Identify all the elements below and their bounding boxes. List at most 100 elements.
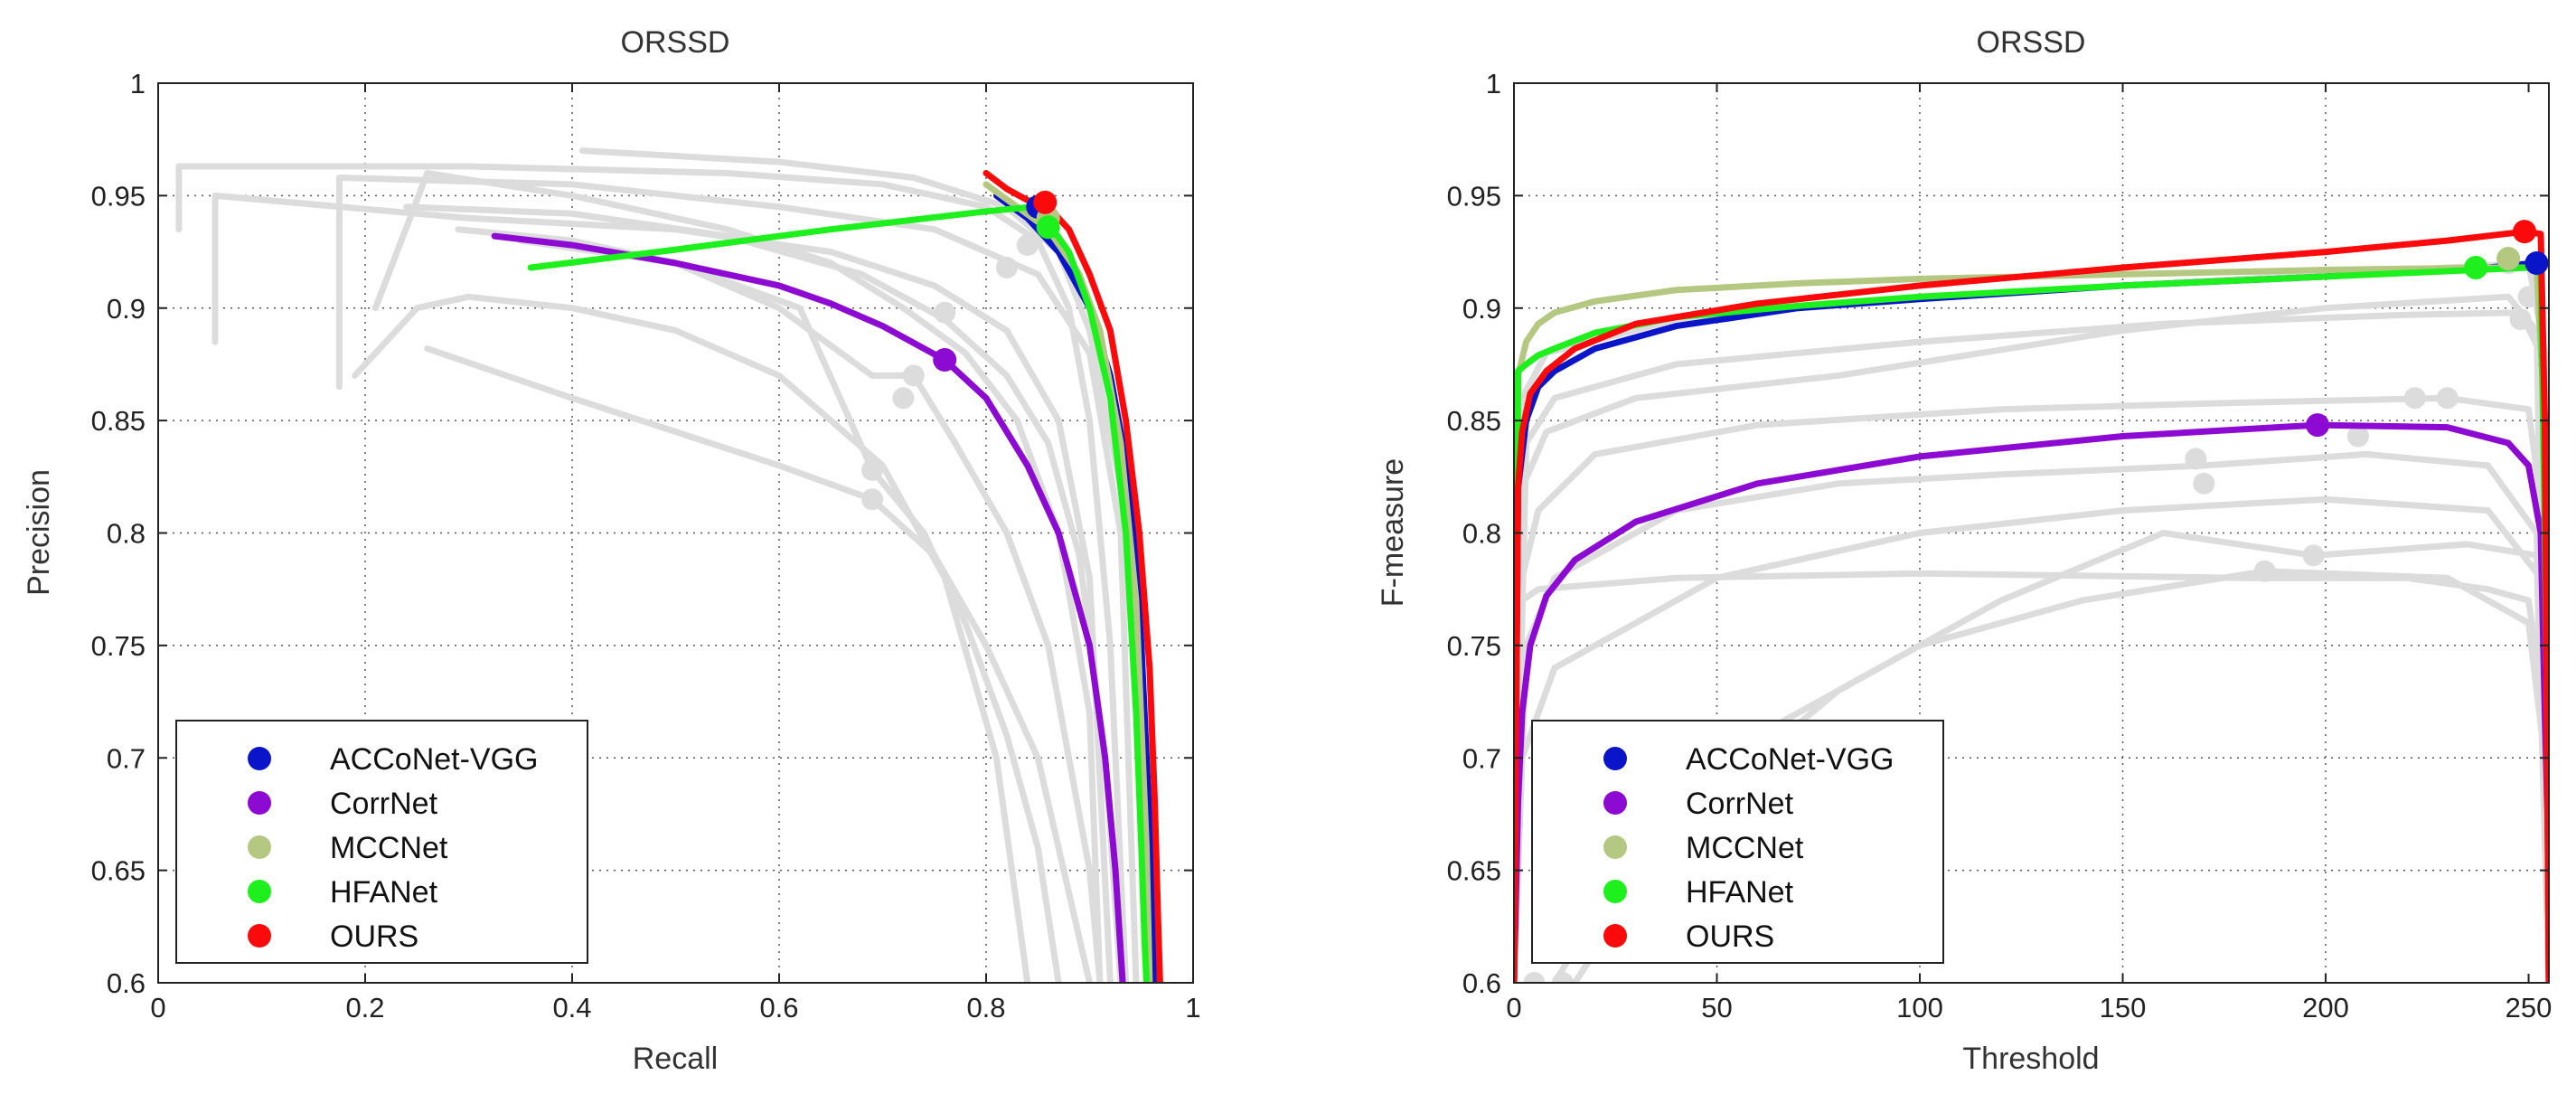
- legend-box: [175, 720, 588, 964]
- plot-area: [1514, 220, 2549, 983]
- y-tick-label: 1: [130, 68, 146, 99]
- y-tick-label: 0.65: [1447, 855, 1501, 887]
- y-tick-label: 1: [1486, 68, 1501, 99]
- background-series-marker: [2403, 387, 2426, 410]
- x-tick-label: 0.8: [966, 992, 1005, 1023]
- series-marker-acconet-vgg: [2524, 251, 2549, 275]
- background-series-marker: [1523, 972, 1546, 983]
- background-series-line: [175, 163, 1130, 983]
- y-axis-label: F-measure: [1376, 458, 1410, 607]
- background-series-line: [1514, 394, 2549, 983]
- legend-label: ACCoNet-VGG: [1686, 742, 1894, 777]
- background-series-marker: [2193, 472, 2215, 495]
- legend-label: HFANet: [330, 875, 438, 910]
- x-tick-label: 0.6: [759, 992, 798, 1023]
- y-tick-label: 0.95: [1447, 180, 1501, 212]
- y-tick-label: 0.85: [91, 405, 146, 437]
- y-tick-label: 0.85: [1447, 405, 1501, 437]
- y-tick-label: 0.8: [107, 518, 146, 550]
- background-series-line: [1514, 495, 2549, 983]
- background-series-marker: [2302, 544, 2325, 567]
- background-series-line: [517, 237, 1062, 983]
- x-tick-label: 0: [150, 992, 165, 1023]
- legend-marker: [1603, 835, 1627, 859]
- legend-marker: [248, 835, 271, 859]
- y-tick-label: 0.9: [1462, 293, 1501, 325]
- background-series-line: [335, 174, 1140, 983]
- y-tick-label: 0.7: [1462, 742, 1501, 774]
- legend-label: ACCoNet-VGG: [330, 742, 539, 777]
- series-marker-ours: [1033, 190, 1058, 214]
- legend: ACCoNet-VGG CorrNet MCCNet HFANet OURS: [1531, 720, 1944, 964]
- legend-label: CorrNet: [1686, 787, 1794, 821]
- y-tick-label: 0.6: [1462, 967, 1501, 999]
- x-tick-label: 0.4: [552, 992, 591, 1023]
- background-series-marker: [2346, 425, 2369, 448]
- background-series-marker: [861, 458, 884, 481]
- y-axis-label: Precision: [22, 469, 56, 596]
- background-series-marker: [2436, 387, 2458, 410]
- x-tick-label: 0.2: [345, 992, 384, 1023]
- background-series-line: [352, 293, 1031, 983]
- background-series-marker: [861, 488, 884, 511]
- x-tick-label: 150: [2100, 992, 2147, 1023]
- x-tick-label: 50: [1701, 992, 1732, 1023]
- background-series-line: [1514, 570, 2549, 983]
- series-line-hfanet: [527, 203, 1150, 983]
- series-marker-corrnet: [2306, 413, 2330, 438]
- y-tick-label: 0.75: [1447, 630, 1501, 662]
- legend-label: CorrNet: [330, 787, 438, 821]
- x-tick-label: 250: [2505, 992, 2552, 1023]
- y-tick-label: 0.8: [1462, 518, 1501, 550]
- x-tick-label: 200: [2302, 992, 2349, 1023]
- legend-marker: [1603, 747, 1627, 770]
- x-tick-label: 1: [1185, 992, 1200, 1023]
- legend-marker: [248, 924, 271, 948]
- legend-marker: [1603, 880, 1627, 903]
- x-tick-label: 0: [1506, 992, 1521, 1023]
- background-series-marker: [2253, 560, 2276, 582]
- legend-label: OURS: [1686, 920, 1774, 954]
- legend-label: MCCNet: [330, 831, 448, 865]
- background-series-marker: [2517, 286, 2540, 308]
- series-line-corrnet: [491, 232, 1126, 983]
- background-series-line: [1514, 309, 2549, 983]
- chart-title: ORSSD: [621, 25, 730, 60]
- legend-label: OURS: [330, 920, 418, 954]
- chart-title: ORSSD: [1977, 25, 2086, 60]
- legend-box: [1531, 720, 1944, 964]
- series-marker-mccnet: [2496, 247, 2521, 271]
- series-line-corrnet: [1514, 421, 2549, 983]
- series-line-ours: [982, 170, 1163, 983]
- legend-marker: [248, 880, 271, 903]
- x-tick-label: 100: [1896, 992, 1943, 1023]
- legend-label: HFANet: [1686, 875, 1794, 910]
- series-marker-hfanet: [2464, 255, 2488, 279]
- y-tick-label: 0.65: [91, 855, 146, 887]
- background-series-marker: [1016, 234, 1039, 257]
- legend-marker: [248, 747, 271, 770]
- legend-marker: [248, 791, 271, 815]
- precision-recall-chart: ORSSD Recall Precision 0 0.2 0.4 0.6 0.8 1 0.6…: [22, 25, 1201, 1076]
- background-series-marker: [2509, 308, 2532, 331]
- background-series-marker: [934, 301, 956, 324]
- x-axis-label: Recall: [633, 1042, 718, 1076]
- y-tick-label: 0.95: [91, 180, 146, 212]
- y-tick-label: 0.7: [107, 742, 146, 774]
- plot-area: [175, 147, 1163, 983]
- background-series-line: [371, 170, 1104, 983]
- series-marker-hfanet: [1036, 215, 1060, 240]
- series-marker-ours: [2513, 220, 2537, 244]
- legend-marker: [1603, 791, 1627, 815]
- background-series-marker: [1551, 972, 1574, 983]
- background-series-marker: [995, 256, 1018, 278]
- y-tick-label: 0.75: [91, 630, 146, 662]
- background-series-marker: [2185, 448, 2207, 470]
- y-tick-label: 0.6: [107, 967, 146, 999]
- f-measure-threshold-chart: ORSSD Threshold F-measure 0 50 100 150 200 25…: [1376, 25, 2552, 1076]
- background-series-marker: [892, 387, 915, 410]
- legend-label: MCCNet: [1686, 831, 1804, 865]
- legend-marker: [1603, 924, 1627, 948]
- series-marker-corrnet: [933, 347, 957, 372]
- series-line-mccnet: [982, 181, 1153, 983]
